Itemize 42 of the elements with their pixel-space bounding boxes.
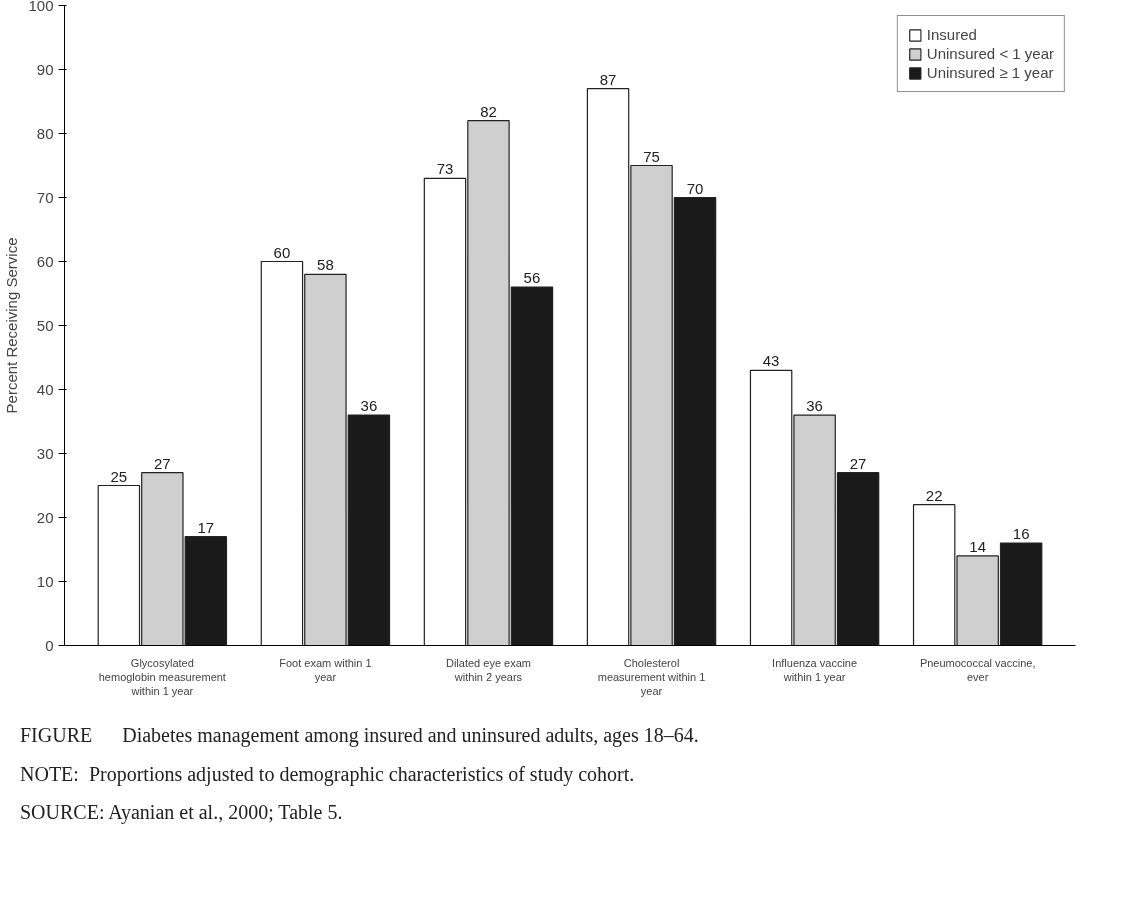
y-tick-label: 10 <box>36 572 54 590</box>
data-label: 36 <box>360 397 378 415</box>
text: NOTE: Proportions adjusted to demographic characteristics of study cohort. <box>20 761 635 788</box>
x-tick-label: Pneumococcal vaccine, ever <box>919 656 1036 683</box>
y-axis-title: Percent Receiving Service <box>3 237 21 414</box>
data-label: 25 <box>110 467 128 485</box>
x-tick-label: Influenza vaccine within 1 year <box>772 656 858 683</box>
y-tick-label: 30 <box>36 444 54 462</box>
data-label: 43 <box>762 352 780 370</box>
y-tick-label: 40 <box>36 380 54 398</box>
x-tick-label: Cholesterol measurement within 1 year <box>597 656 706 698</box>
data-label: 27 <box>154 454 171 472</box>
data-label: 73 <box>436 160 454 178</box>
y-tick-label: 90 <box>36 60 54 78</box>
x-tick-label: Dilated eye exam within 2 years <box>445 656 531 683</box>
text: FIGURE Diabetes management among insured and uninsured adults, ages 18–64. <box>20 723 699 749</box>
legend-label: Uninsured < 1 year <box>926 45 1054 62</box>
data-label: 82 <box>480 102 497 120</box>
data-label: 60 <box>273 243 291 261</box>
data-label: 36 <box>806 397 823 415</box>
data-label: 22 <box>925 486 943 504</box>
data-label: 75 <box>643 147 660 165</box>
y-tick-label: 50 <box>36 316 54 334</box>
x-tick-label: Glycosylated hemoglobin measurement within 1 year <box>98 656 226 698</box>
y-tick-label: 80 <box>36 124 54 142</box>
data-label: 87 <box>599 70 617 88</box>
data-label: 16 <box>1012 525 1030 543</box>
y-tick-label: 20 <box>36 508 54 526</box>
y-tick-label: 100 <box>28 0 54 14</box>
x-tick-label: Foot exam within 1 year <box>279 656 372 683</box>
data-label: 58 <box>317 256 334 274</box>
y-tick-label: 0 <box>45 636 54 654</box>
legend-label: Insured <box>926 26 977 43</box>
y-tick-label: 60 <box>36 252 54 270</box>
data-label: 70 <box>686 179 704 197</box>
data-label: 17 <box>197 518 215 536</box>
y-tick-label: 70 <box>36 188 54 206</box>
source-note: SOURCE: Ayanian et al., 2000; Table 5. <box>20 800 343 826</box>
legend-label: Uninsured ≥ 1 year <box>926 64 1054 81</box>
data-label: 14 <box>969 537 987 555</box>
data-label: 27 <box>849 454 867 472</box>
data-label: 56 <box>523 269 541 287</box>
